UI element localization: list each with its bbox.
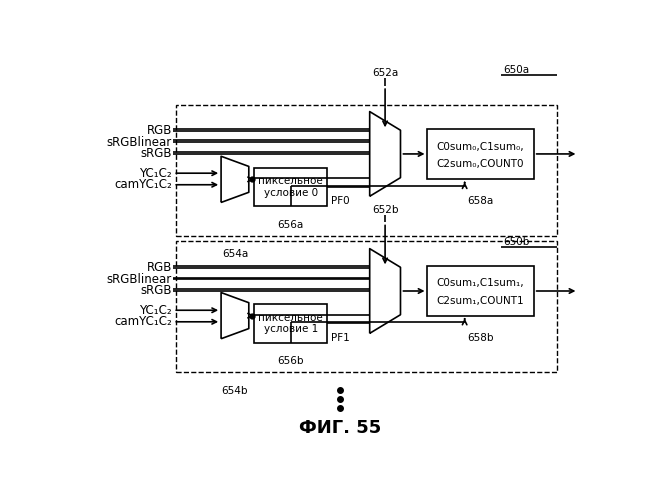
Text: пиксельное
условие 0: пиксельное условие 0 — [259, 176, 323, 198]
Text: пиксельное
условие 1: пиксельное условие 1 — [259, 312, 323, 334]
Text: 650a: 650a — [503, 66, 529, 76]
Bar — [254, 168, 327, 206]
Text: 658b: 658b — [467, 332, 494, 342]
Bar — [254, 304, 327, 343]
Text: 656a: 656a — [278, 220, 304, 230]
Text: sRGB: sRGB — [140, 148, 172, 160]
Text: C2sum₀,COUNT0: C2sum₀,COUNT0 — [437, 160, 524, 170]
Text: YC₁C₂: YC₁C₂ — [139, 304, 172, 317]
Text: 652b: 652b — [372, 205, 398, 215]
Text: C0sum₁,C1sum₁,: C0sum₁,C1sum₁, — [437, 278, 525, 288]
Text: sRGBlinear: sRGBlinear — [106, 136, 172, 149]
Text: C0sum₀,C1sum₀,: C0sum₀,C1sum₀, — [437, 142, 525, 152]
Text: camYC₁C₂: camYC₁C₂ — [114, 178, 172, 191]
Text: PF1: PF1 — [331, 332, 350, 342]
Bar — [428, 130, 534, 180]
Text: sRGB: sRGB — [140, 284, 172, 298]
Text: sRGBlinear: sRGBlinear — [106, 273, 172, 286]
Text: 652a: 652a — [372, 68, 398, 78]
Text: PF0: PF0 — [331, 196, 350, 206]
Text: 654b: 654b — [221, 386, 248, 396]
Text: RGB: RGB — [146, 262, 172, 274]
Text: 654a: 654a — [222, 250, 248, 260]
Text: camYC₁C₂: camYC₁C₂ — [114, 316, 172, 328]
Text: YC₁C₂: YC₁C₂ — [139, 166, 172, 179]
Text: C2sum₁,COUNT1: C2sum₁,COUNT1 — [437, 296, 525, 306]
Text: ФИГ. 55: ФИГ. 55 — [299, 419, 382, 437]
Text: 650b: 650b — [503, 237, 529, 247]
Text: RGB: RGB — [146, 124, 172, 138]
Text: 656b: 656b — [277, 356, 304, 366]
Bar — [428, 266, 534, 316]
Text: 658a: 658a — [467, 196, 493, 206]
Bar — [176, 104, 557, 236]
Bar — [176, 241, 557, 372]
